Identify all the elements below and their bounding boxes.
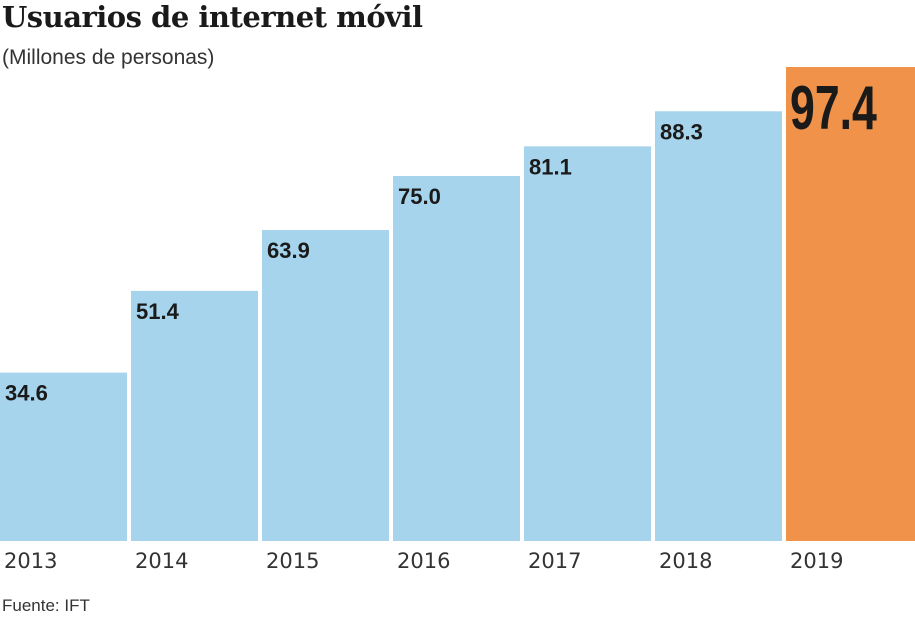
bar-2016: [393, 176, 520, 542]
x-tick-label-2016: 2016: [397, 549, 450, 573]
x-tick-label-2015: 2015: [266, 549, 319, 573]
source-note: Fuente: IFT: [2, 596, 90, 615]
x-tick-label-2018: 2018: [659, 549, 712, 573]
value-label-2013: 34.6: [5, 381, 48, 406]
x-tick-label-2014: 2014: [135, 549, 188, 573]
bar-2019: [786, 67, 915, 541]
value-label-2019: 97.4: [790, 74, 877, 143]
value-label-2018: 88.3: [660, 119, 703, 144]
x-tick-label-2019: 2019: [790, 549, 843, 573]
bar-2014: [131, 290, 258, 541]
value-label-2015: 63.9: [267, 238, 310, 263]
chart-subtitle: (Millones de personas): [2, 46, 215, 69]
value-label-2014: 51.4: [136, 299, 180, 324]
chart-title: Usuarios de internet móvil: [2, 0, 423, 34]
bar-2015: [262, 230, 389, 541]
bar-2017: [524, 146, 651, 541]
bar-2013: [0, 372, 127, 541]
value-label-2017: 81.1: [529, 154, 572, 179]
bar-2018: [655, 111, 782, 541]
value-label-2016: 75.0: [398, 184, 441, 209]
x-tick-label-2017: 2017: [528, 549, 581, 573]
x-tick-label-2013: 2013: [4, 549, 57, 573]
